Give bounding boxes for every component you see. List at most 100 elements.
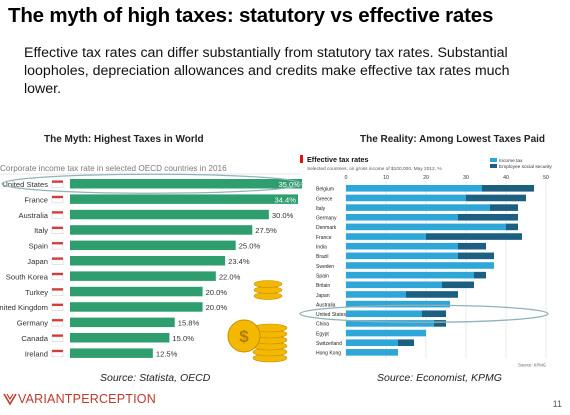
coin: [253, 280, 283, 288]
bar-social-india: [458, 242, 486, 250]
legend-swatch-0: [490, 158, 497, 162]
bar-income-japan: [346, 291, 406, 298]
category-label-france: France: [24, 195, 48, 204]
category-label-japan: Japan: [27, 257, 48, 266]
bar-income-australia: [346, 300, 450, 308]
bar-income-egypt: [346, 329, 426, 337]
effective-rate-chart: Effective tax rates Selected countries, o…: [299, 155, 552, 368]
logo-text-perception: PERCEPTION: [72, 392, 156, 406]
bar-social-germany: [458, 213, 518, 221]
flag-stripe: [52, 272, 63, 276]
category-label-greece: Greece: [316, 196, 333, 202]
flag-stripe: [52, 195, 63, 199]
flag-united-states-icon: [51, 180, 64, 188]
bar-germany: [70, 317, 175, 328]
flag-italy-icon: [51, 226, 64, 234]
bar-income-greece: [346, 194, 466, 202]
bar-income-spain: [346, 271, 474, 279]
right-chart-footnote: Source: KPMG: [518, 363, 546, 368]
x-tick-40: 40: [503, 175, 509, 181]
data-label-united-kingdom: 20.0%: [206, 303, 228, 312]
category-label-spain: Spain: [29, 242, 48, 251]
slide-subtitle: Effective tax rates can differ substanti…: [24, 45, 510, 97]
flag-ireland-icon: [51, 349, 64, 358]
coin-stack-icon: $: [227, 280, 288, 363]
flag-stripe: [52, 334, 63, 337]
bar-social-denmark: [506, 223, 518, 231]
category-label-egypt: Egypt: [316, 331, 329, 337]
category-label-germany: Germany: [316, 216, 337, 222]
bar-social-japan: [406, 291, 458, 298]
flag-stripe: [52, 319, 63, 322]
data-label-turkey: 20.0%: [206, 288, 228, 297]
flag-south-korea-icon: [51, 272, 64, 281]
bar-united-kingdom: [70, 302, 203, 312]
flag-stripe: [52, 303, 63, 306]
flag-field: [51, 288, 64, 296]
bar-social-united-states: [422, 310, 446, 318]
data-label-spain: 25.0%: [239, 242, 261, 251]
bar-income-denmark: [346, 223, 506, 231]
bar-income-united-states: [346, 310, 422, 318]
dollar-coin: [227, 319, 261, 353]
flag-stripe: [52, 349, 63, 353]
category-label-australia: Australia: [18, 211, 48, 220]
category-label-belgium: Belgium: [316, 187, 334, 193]
flag-spain-icon: [51, 241, 64, 250]
bar-income-germany: [346, 213, 458, 221]
bar-social-britain: [442, 281, 474, 289]
flag-stripe: [52, 211, 63, 214]
data-label-germany: 15.8%: [178, 319, 200, 328]
category-label-china: China: [316, 322, 329, 328]
bar-japan: [70, 256, 226, 266]
bar-ireland: [70, 348, 153, 358]
logo-mark-icon: [3, 393, 17, 406]
bar-income-sweden: [346, 262, 494, 269]
category-label-brazil: Brazil: [316, 254, 329, 260]
flag-stripe: [52, 242, 63, 245]
left-chart-heading: The Myth: Highest Taxes in World: [44, 134, 204, 145]
statutory-rate-chart: Corporate income tax rate in selected OE…: [0, 164, 303, 363]
category-label-germany: Germany: [17, 319, 48, 328]
data-label-ireland: 12.5%: [156, 349, 178, 358]
bar-social-switzerland: [398, 339, 414, 346]
bar-france: [70, 194, 299, 204]
bar-income-switzerland: [346, 339, 398, 346]
data-label-canada: 15.0%: [172, 334, 194, 343]
left-chart-source: Source: Statista, OECD: [100, 372, 211, 384]
bar-canada: [70, 333, 170, 343]
legend-swatch-1: [490, 164, 497, 168]
dollar-sign: $: [239, 327, 249, 346]
flag-field: [51, 272, 64, 281]
category-label-sweden: Sweden: [316, 264, 334, 270]
x-tick-20: 20: [423, 175, 429, 181]
flag-stripe: [52, 226, 63, 229]
flag-japan-icon: [51, 257, 64, 265]
bar-income-italy: [346, 204, 490, 211]
legend-label-0: Income tax: [499, 158, 523, 164]
category-label-australia: Australia: [316, 302, 336, 308]
category-label-france: France: [316, 235, 332, 241]
bar-social-italy: [490, 204, 518, 211]
highlight-ring: [299, 304, 549, 323]
bar-spain: [70, 240, 236, 251]
bar-social-greece: [466, 194, 526, 202]
data-label-italy: 27.5%: [255, 226, 277, 235]
category-label-hong-kong: Hong Kong: [316, 351, 341, 357]
category-label-india: India: [316, 245, 327, 251]
category-label-south-korea: South Korea: [6, 272, 49, 281]
x-tick-30: 30: [463, 175, 469, 181]
category-label-italy: Italy: [316, 206, 326, 212]
page-number: 11: [552, 399, 562, 409]
bar-south-korea: [70, 271, 216, 281]
category-label-switzerland: Switzerland: [316, 341, 342, 347]
data-label-japan: 23.4%: [228, 257, 250, 266]
data-label-south-korea: 22.0%: [219, 272, 241, 281]
flag-stripe: [52, 288, 63, 291]
bar-australia: [70, 209, 269, 220]
flag-stripe: [52, 257, 63, 260]
bar-social-china: [434, 320, 446, 327]
bar-united-states: [70, 179, 302, 189]
flag-australia-icon: [51, 211, 64, 219]
bar-social-spain: [474, 271, 486, 279]
